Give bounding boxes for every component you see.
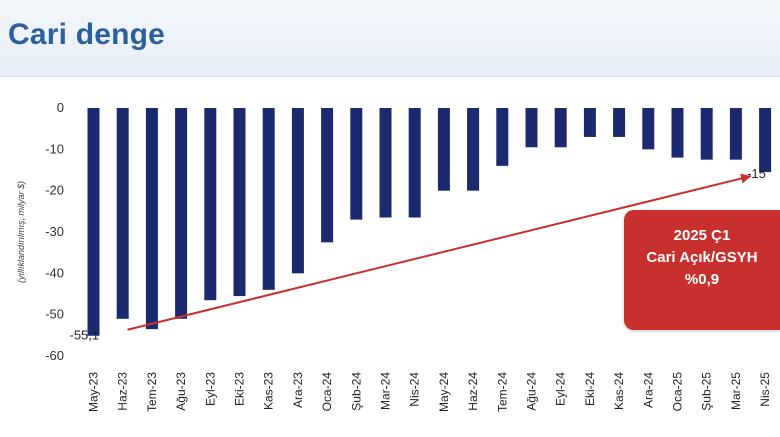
bar bbox=[671, 108, 684, 158]
bar bbox=[116, 108, 129, 319]
x-tick-label: Ara-24 bbox=[641, 372, 655, 408]
bar bbox=[145, 108, 158, 330]
bar bbox=[262, 108, 275, 290]
trend-arrow-head bbox=[740, 173, 752, 184]
x-tick-label: Eki-23 bbox=[233, 372, 247, 406]
x-tick-label: Tem-24 bbox=[495, 372, 509, 412]
bar bbox=[642, 108, 655, 150]
x-tick-label: Kas-24 bbox=[612, 372, 626, 410]
bar bbox=[204, 108, 217, 301]
annotation-start-value: -55,1 bbox=[70, 328, 100, 343]
x-tick-label: Haz-24 bbox=[466, 372, 480, 411]
y-tick-label: 0 bbox=[57, 100, 64, 115]
bar bbox=[291, 108, 304, 274]
bar bbox=[87, 108, 100, 336]
bar bbox=[350, 108, 363, 220]
x-tick-label: May-23 bbox=[87, 372, 101, 412]
y-tick-label: -10 bbox=[45, 141, 64, 156]
y-tick-label: -30 bbox=[45, 224, 64, 239]
y-tick-label: -40 bbox=[45, 265, 64, 280]
bar bbox=[233, 108, 246, 297]
deficit-callout: 2025 Ç1 Cari Açık/GSYH %0,9 bbox=[624, 210, 780, 330]
x-tick-label: Ara-23 bbox=[291, 372, 305, 408]
page-title: Cari denge bbox=[8, 18, 166, 51]
bar bbox=[408, 108, 421, 218]
x-tick-label: Mar-24 bbox=[379, 372, 393, 410]
x-tick-label: Eki-24 bbox=[583, 372, 597, 406]
x-tick-label: Kas-23 bbox=[262, 372, 276, 410]
bar bbox=[700, 108, 713, 160]
x-tick-label: Mar-25 bbox=[729, 372, 743, 410]
x-tick-label: Haz-23 bbox=[116, 372, 130, 411]
x-tick-label: Şub-25 bbox=[700, 372, 714, 411]
x-tick-label: Ağu-24 bbox=[525, 372, 539, 411]
callout-period: 2025 Ç1 bbox=[673, 227, 731, 244]
bar bbox=[583, 108, 596, 137]
bar bbox=[467, 108, 480, 191]
bar bbox=[379, 108, 392, 218]
x-tick-label: Oca-25 bbox=[671, 372, 685, 412]
y-tick-label: -50 bbox=[45, 307, 64, 322]
bar bbox=[759, 108, 772, 173]
y-tick-label: -20 bbox=[45, 183, 64, 198]
y-tick-label: -60 bbox=[45, 348, 64, 363]
page-header: Cari denge bbox=[0, 0, 780, 77]
y-axis-title: (yıllıklandırılmış, milyar $) bbox=[16, 181, 26, 283]
bar bbox=[525, 108, 538, 148]
bar bbox=[437, 108, 450, 191]
x-tick-label: Nis-24 bbox=[408, 372, 422, 407]
x-tick-label: Oca-24 bbox=[320, 372, 334, 412]
bar bbox=[613, 108, 626, 137]
bar bbox=[729, 108, 742, 160]
callout-label: Cari Açık/GSYH bbox=[646, 249, 758, 266]
trend-line bbox=[127, 175, 752, 331]
annotation-end-value: -15 bbox=[747, 166, 766, 181]
x-tick-label: Eyl-23 bbox=[203, 372, 217, 406]
bar bbox=[175, 108, 188, 319]
x-tick-label: May-24 bbox=[437, 372, 451, 412]
bar bbox=[554, 108, 567, 148]
x-tick-label: Eyl-24 bbox=[554, 372, 568, 406]
bar bbox=[496, 108, 509, 166]
x-tick-label: Şub-24 bbox=[349, 372, 363, 411]
x-tick-label: Tem-23 bbox=[145, 372, 159, 412]
bar bbox=[321, 108, 334, 243]
x-tick-label: Nis-25 bbox=[758, 372, 772, 407]
x-tick-label: Ağu-23 bbox=[174, 372, 188, 411]
callout-value: %0,9 bbox=[684, 271, 720, 288]
